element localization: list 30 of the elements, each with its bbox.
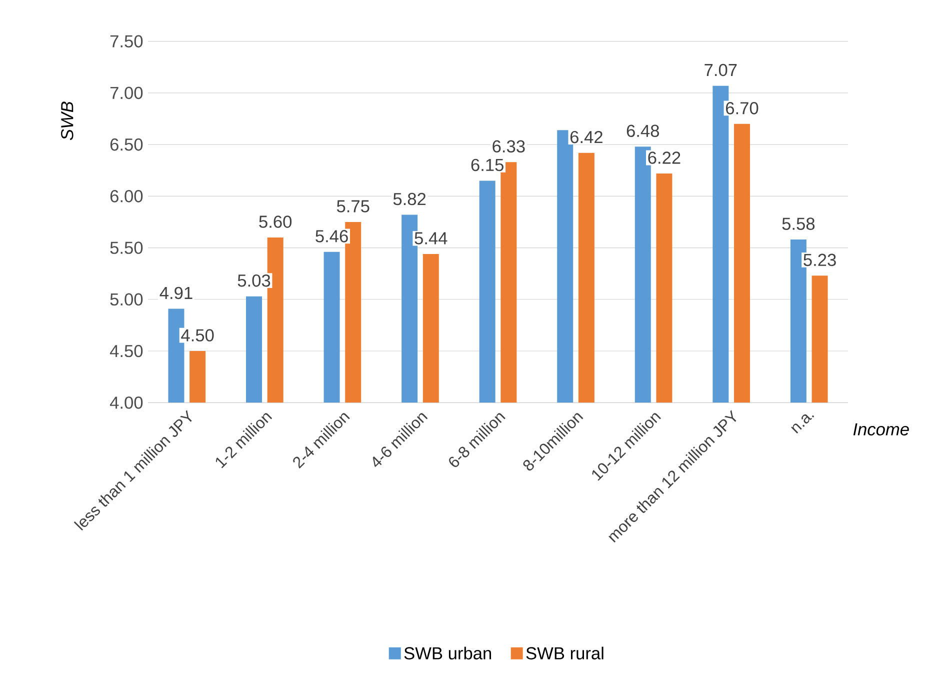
y-tick-label: 5.50 <box>110 242 143 254</box>
y-tick-label: 4.00 <box>110 396 143 409</box>
data-label: 6.48 <box>626 124 659 138</box>
data-label: 5.44 <box>414 232 448 244</box>
data-label: 6.70 <box>726 102 758 114</box>
data-label: 6.22 <box>648 152 680 164</box>
data-label: 5.58 <box>782 218 815 230</box>
x-axis-title: Income <box>853 423 909 436</box>
data-label: 5.46 <box>316 230 348 242</box>
data-label: 4.50 <box>181 329 214 342</box>
data-label: 5.03 <box>238 274 270 287</box>
data-label: 6.15 <box>471 158 504 172</box>
y-tick-label: 6.50 <box>110 138 143 151</box>
y-axis-title: SWB <box>61 102 74 140</box>
y-tick-label: 7.00 <box>110 86 143 100</box>
data-label: 4.91 <box>160 286 192 300</box>
data-label: 5.23 <box>804 254 836 266</box>
legend-label: SWB rural <box>526 646 604 660</box>
y-tick-label: 5.00 <box>110 293 143 306</box>
data-label: 7.07 <box>704 64 737 76</box>
y-tick-label: 6.00 <box>110 190 143 202</box>
data-label: 5.75 <box>336 200 370 212</box>
legend-label: SWB urban <box>404 646 492 660</box>
data-label: 5.60 <box>259 216 292 228</box>
y-tick-label: 7.50 <box>110 35 143 48</box>
y-tick-label: 4.50 <box>110 344 143 358</box>
x-tick-label: n.a. <box>791 414 814 434</box>
data-label: 6.42 <box>570 130 602 144</box>
data-label: 6.33 <box>492 140 525 153</box>
data-label: 5.82 <box>393 192 426 206</box>
